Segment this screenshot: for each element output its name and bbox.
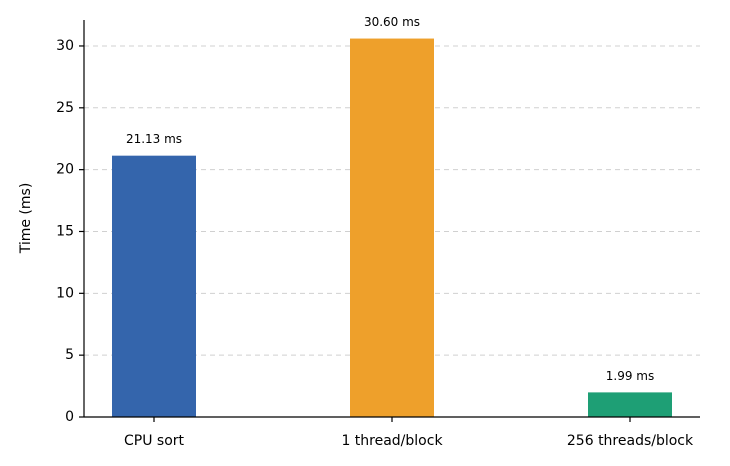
x-tick-label: CPU sort: [124, 433, 185, 449]
y-axis-label: Time (ms): [18, 183, 34, 255]
y-tick-label: 10: [56, 285, 74, 301]
y-tick-label: 20: [56, 162, 74, 178]
bar: [112, 155, 196, 417]
y-tick-label: 25: [56, 100, 74, 116]
value-label: 30.60 ms: [364, 15, 420, 29]
value-label: 1.99 ms: [606, 369, 654, 383]
x-tick-label: 256 threads/block: [567, 433, 694, 449]
y-tick-label: 0: [65, 409, 74, 425]
x-tick-label: 1 thread/block: [341, 433, 443, 449]
y-tick-label: 30: [56, 38, 74, 54]
y-tick-label: 15: [56, 223, 74, 239]
bar: [588, 392, 672, 417]
y-tick-label: 5: [65, 347, 74, 363]
value-label: 21.13 ms: [126, 132, 182, 146]
bar: [350, 38, 434, 418]
